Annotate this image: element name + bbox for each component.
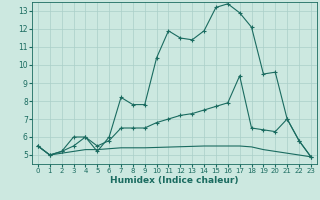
X-axis label: Humidex (Indice chaleur): Humidex (Indice chaleur) (110, 176, 239, 185)
